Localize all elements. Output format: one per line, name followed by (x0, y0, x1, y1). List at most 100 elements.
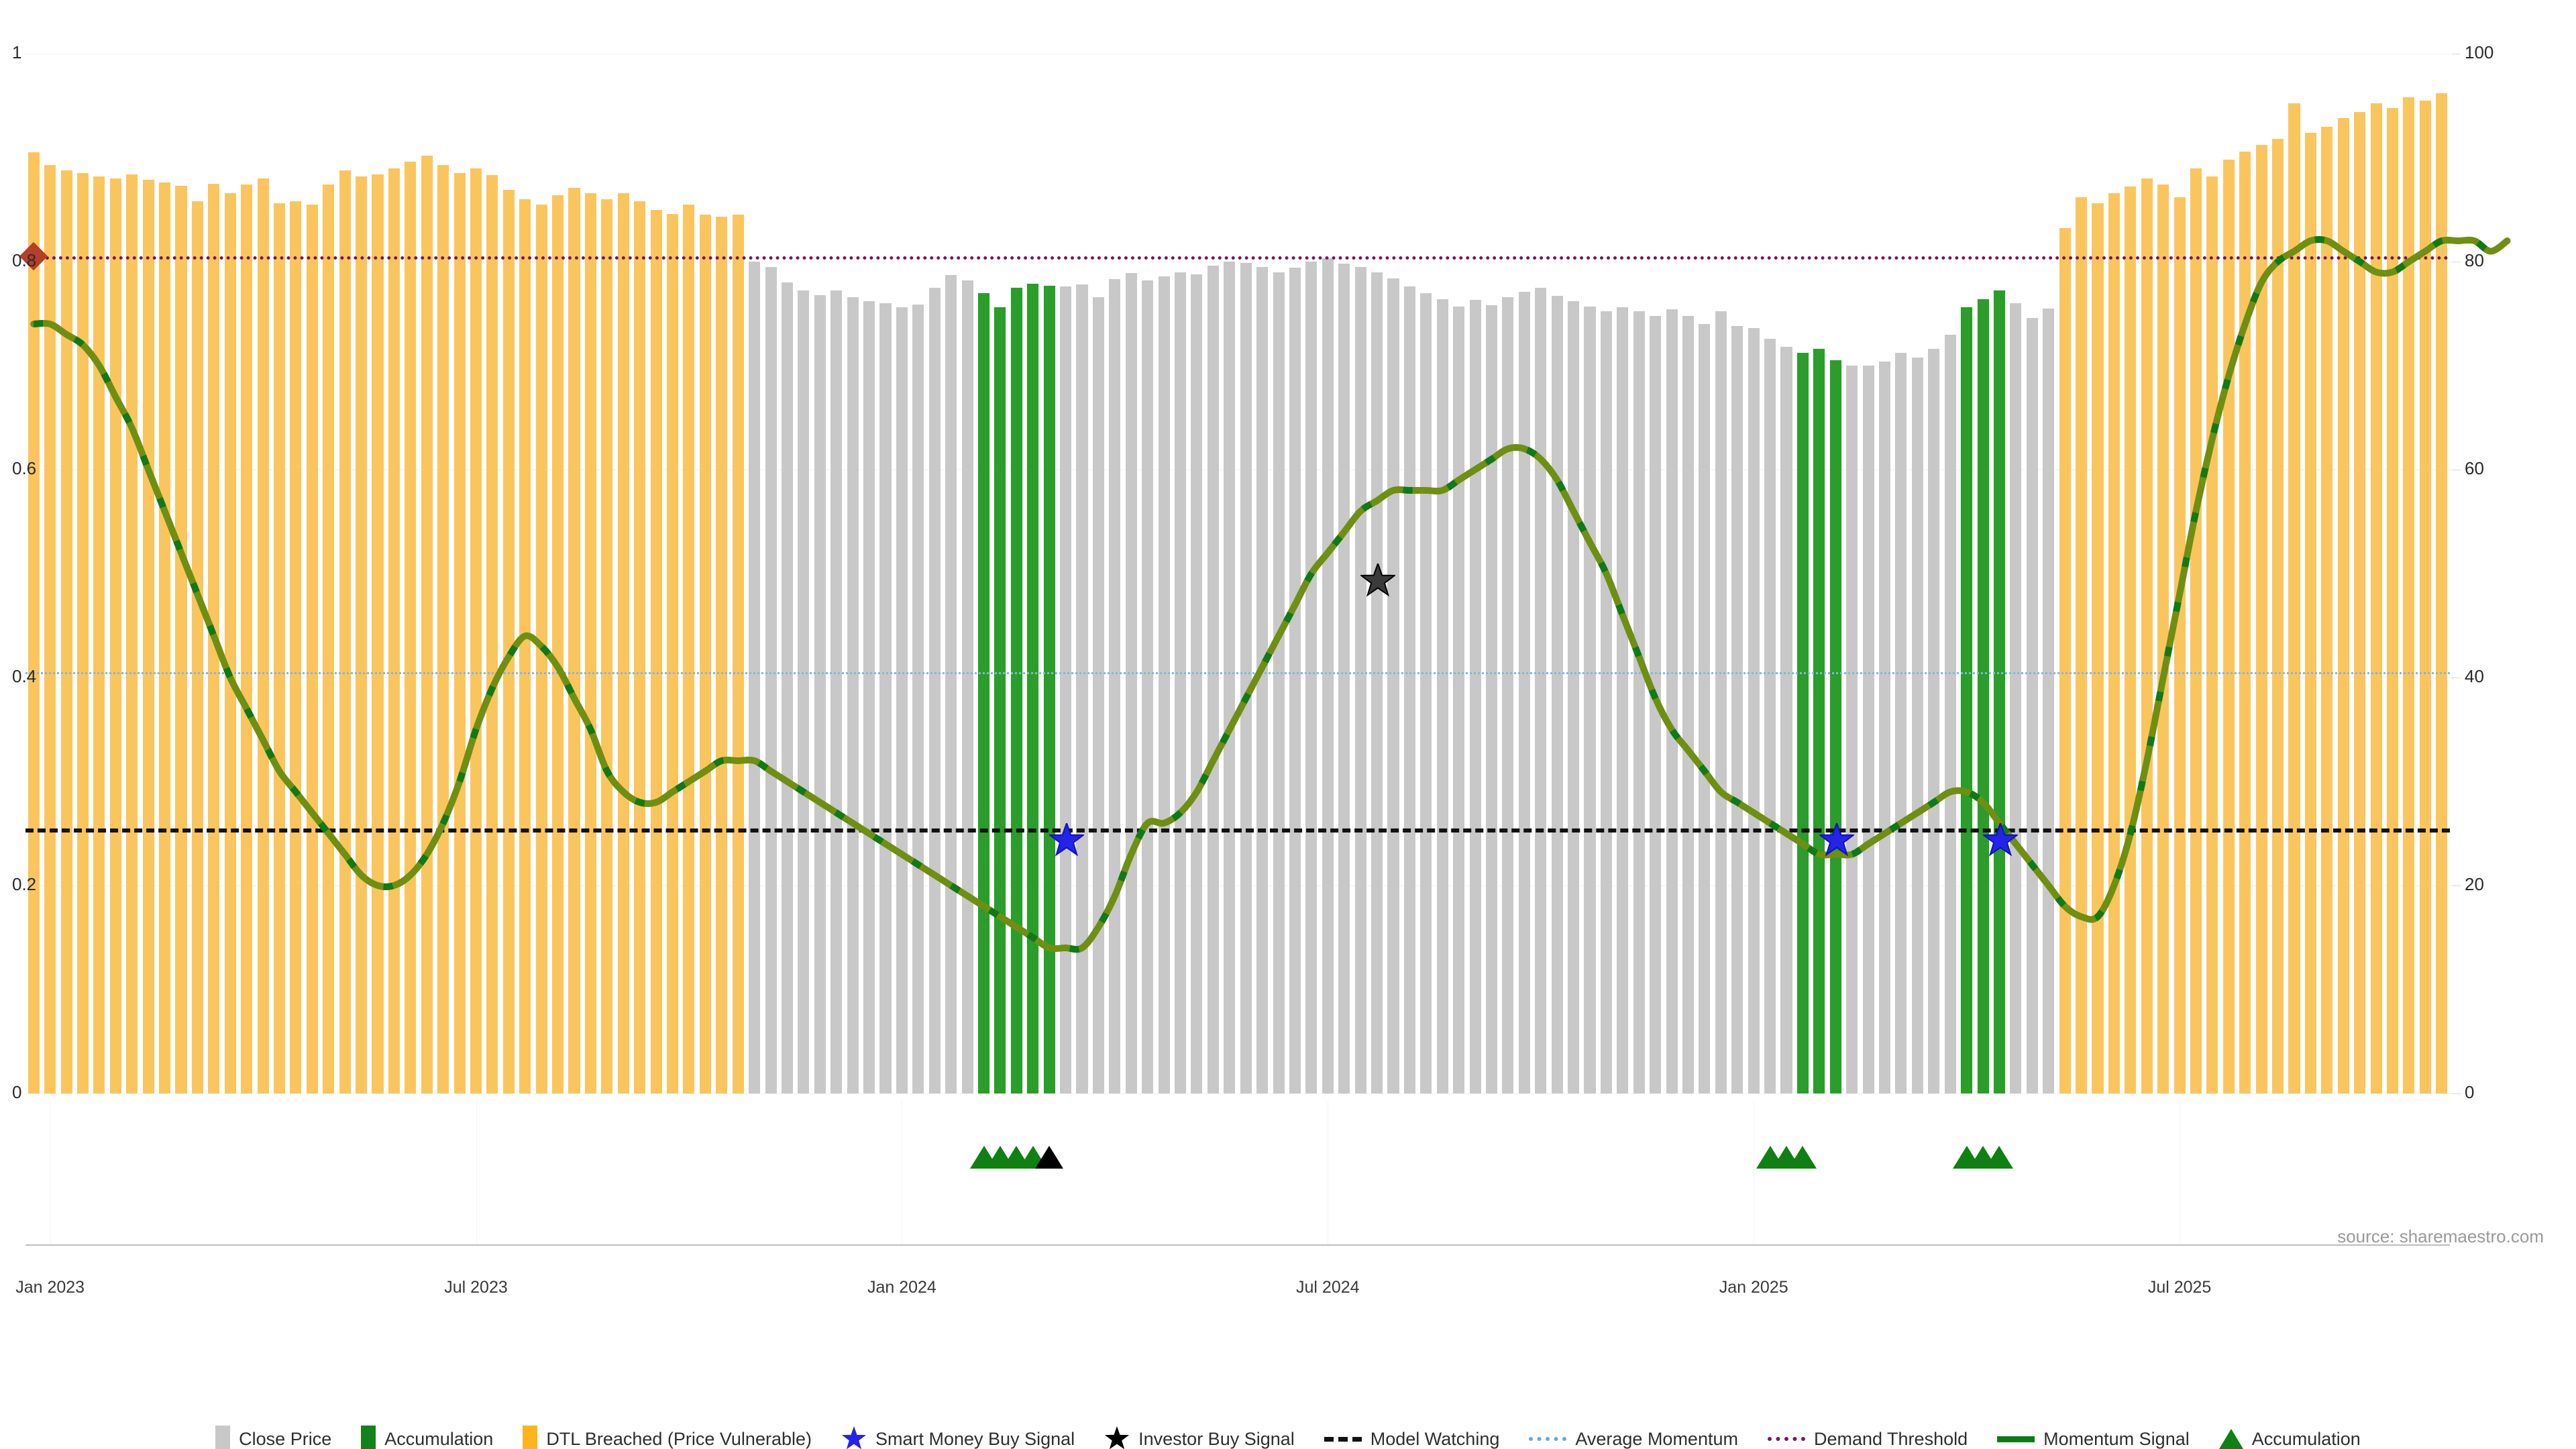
price-bar (142, 179, 154, 1093)
y-axis-left-tick-label: 0 (12, 1082, 22, 1102)
price-bar (683, 204, 695, 1093)
legend-item-label: Accumulation (2251, 1428, 2361, 1449)
legend-item-label: Model Watching (1370, 1428, 1500, 1449)
legend-item[interactable]: Investor Buy Signal (1104, 1426, 1295, 1449)
price-bar (994, 307, 1007, 1094)
price-bar (405, 162, 417, 1093)
momentum-line-base (30, 236, 2511, 953)
price-bar (1518, 291, 1530, 1093)
price-bar (1992, 290, 2006, 1094)
price-bar (2026, 317, 2038, 1093)
legend-item-label: Smart Money Buy Signal (875, 1428, 1075, 1449)
price-bar (2174, 197, 2186, 1093)
x-axis-tick-label: Jan 2025 (1719, 1278, 1788, 1297)
accumulation-triangle-marker (1788, 1146, 1817, 1169)
x-axis-tick-label: Jan 2024 (867, 1278, 936, 1297)
legend-item[interactable]: Average Momentum (1529, 1429, 1738, 1449)
price-bar (1682, 315, 1695, 1093)
price-bar (667, 213, 679, 1093)
y-axis-left-tick-label: 1 (12, 42, 22, 62)
price-bar (2092, 203, 2104, 1093)
price-bar (224, 193, 236, 1093)
y-axis-right-tick-label: 0 (2465, 1082, 2475, 1102)
legend-item[interactable]: DTL Breached (Price Vulnerable) (523, 1426, 812, 1449)
price-bar (372, 174, 384, 1093)
legend-item[interactable]: Model Watching (1324, 1428, 1500, 1449)
price-bar (2403, 97, 2415, 1093)
price-bar (912, 304, 924, 1093)
price-bar (601, 199, 613, 1093)
legend-item[interactable]: Close Price (215, 1426, 331, 1449)
price-bar (847, 297, 859, 1093)
source-attribution: source: sharemaestro.com (2337, 1226, 2544, 1246)
price-bar (1633, 311, 1645, 1093)
x-axis-tick-label: Jul 2023 (444, 1278, 508, 1297)
price-bar (1862, 366, 1874, 1093)
price-bar (437, 164, 449, 1093)
y-axis-left-tick-label: 0.2 (12, 874, 37, 894)
legend-dotted-line-icon (1767, 1437, 1805, 1441)
price-bar (1928, 349, 1940, 1093)
price-bar (2190, 168, 2202, 1093)
legend-item[interactable]: Demand Threshold (1767, 1429, 1968, 1449)
price-bar (798, 290, 810, 1093)
y-axis-right-tickmark (2451, 885, 2461, 886)
price-bar (2419, 100, 2431, 1093)
price-bar (1600, 311, 1612, 1093)
price-bar (126, 174, 138, 1093)
x-axis-spine (25, 1244, 2450, 1246)
price-bar (1158, 276, 1170, 1093)
price-bar (1092, 297, 1104, 1093)
price-bar (1911, 357, 1923, 1093)
x-axis-tick-label: Jan 2023 (15, 1278, 85, 1297)
price-bar (1240, 262, 1252, 1093)
price-bar (699, 215, 711, 1093)
legend-item-label: DTL Breached (Price Vulnerable) (546, 1428, 812, 1449)
price-bar (1338, 264, 1350, 1093)
price-bar (257, 178, 269, 1093)
price-bar (2370, 103, 2382, 1093)
reference-line-demand-threshold (25, 256, 2450, 260)
price-bar (273, 203, 286, 1093)
price-bar (830, 290, 843, 1093)
price-bar (453, 173, 466, 1093)
price-bar (1125, 273, 1137, 1093)
price-bar (191, 201, 203, 1093)
price-bar (1354, 266, 1366, 1093)
x-axis-tick-label: Jul 2025 (2147, 1278, 2212, 1297)
price-bar (781, 282, 793, 1093)
price-bar (1469, 300, 1481, 1093)
legend-dashed-line-icon (1324, 1436, 1362, 1442)
price-bar (241, 184, 253, 1093)
x-axis-gridline (476, 1100, 477, 1244)
price-bar (1584, 306, 1596, 1093)
legend-item[interactable]: Momentum Signal (1997, 1429, 2190, 1449)
legend-rect-swatch-icon (215, 1426, 231, 1449)
price-bar (2239, 151, 2251, 1093)
price-bar (1879, 361, 1891, 1093)
legend-item-label: Momentum Signal (2043, 1428, 2190, 1449)
price-bar (1960, 307, 1974, 1094)
price-bar (1485, 305, 1498, 1093)
price-bar (1748, 328, 1760, 1093)
price-bar (323, 184, 335, 1093)
price-bar (2059, 228, 2071, 1093)
price-bar (1846, 366, 1858, 1093)
price-bar (896, 307, 908, 1093)
legend-item-label: Average Momentum (1575, 1428, 1738, 1449)
price-bar (634, 201, 646, 1093)
price-bar (470, 168, 482, 1093)
price-bar (1387, 278, 1399, 1093)
legend-item[interactable]: Smart Money Buy Signal (841, 1426, 1075, 1449)
price-bar (60, 170, 72, 1093)
accumulation-triangle-row (25, 1146, 2450, 1173)
legend-item[interactable]: Accumulation (2218, 1428, 2361, 1449)
price-bar (1060, 286, 1072, 1093)
legend-item[interactable]: Accumulation (361, 1426, 493, 1449)
price-bar (1076, 284, 1088, 1093)
price-bar (1010, 286, 1023, 1095)
price-bar (76, 173, 89, 1093)
price-bar (486, 175, 498, 1093)
price-bar (306, 204, 318, 1093)
